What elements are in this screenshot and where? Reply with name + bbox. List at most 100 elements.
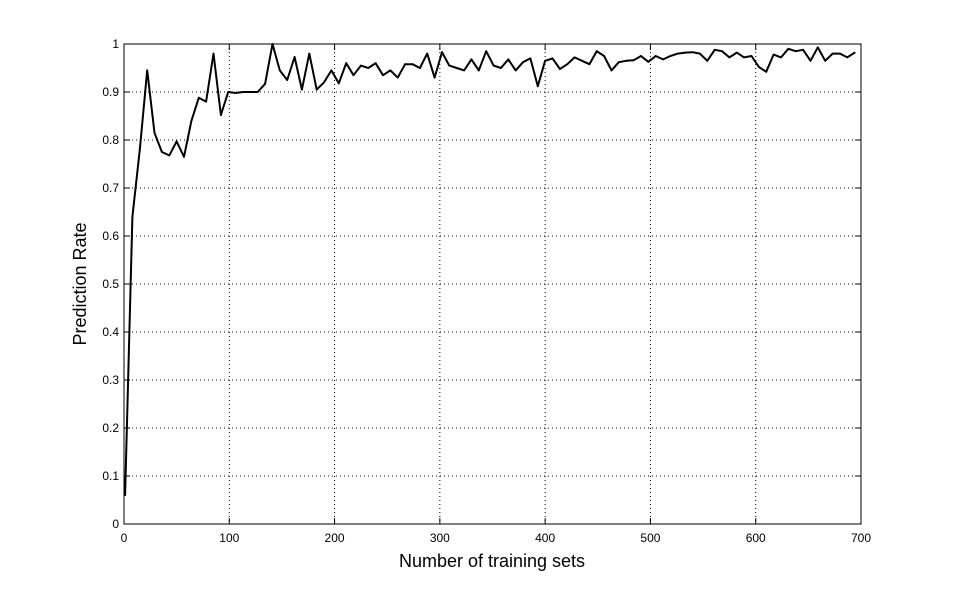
data-point bbox=[853, 51, 856, 54]
data-point bbox=[566, 63, 569, 66]
data-point bbox=[706, 59, 709, 62]
data-point bbox=[559, 68, 561, 70]
data-point bbox=[824, 59, 827, 62]
data-point bbox=[323, 81, 325, 84]
data-point bbox=[625, 59, 628, 62]
data-point bbox=[183, 155, 185, 158]
data-point bbox=[647, 60, 650, 63]
data-point bbox=[699, 52, 701, 55]
data-point bbox=[595, 50, 598, 53]
data-point bbox=[514, 69, 517, 72]
x-tick-label: 200 bbox=[325, 531, 345, 545]
data-point bbox=[352, 74, 355, 77]
data-point bbox=[345, 62, 348, 65]
data-point bbox=[691, 51, 694, 54]
data-point bbox=[227, 91, 230, 93]
data-point bbox=[249, 91, 252, 93]
data-point bbox=[831, 52, 834, 55]
y-tick-label: 0.4 bbox=[102, 325, 119, 339]
data-point bbox=[544, 59, 546, 62]
tick-labels: 0 100 200 300 400 500 600 700 0 0.1 0.2 0.3 0.4 0.5 0.… bbox=[102, 37, 871, 545]
data-point bbox=[293, 56, 296, 58]
data-point bbox=[396, 76, 399, 79]
data-point bbox=[500, 67, 502, 69]
data-point bbox=[337, 82, 340, 85]
data-point bbox=[632, 59, 635, 62]
data-point bbox=[234, 92, 237, 94]
data-point bbox=[455, 67, 458, 69]
y-tick-label: 0.3 bbox=[102, 373, 119, 387]
data-point bbox=[617, 61, 620, 64]
data-point bbox=[315, 88, 318, 91]
grid bbox=[124, 44, 861, 524]
data-point bbox=[765, 70, 768, 73]
data-point bbox=[138, 148, 141, 151]
data-point bbox=[301, 88, 303, 91]
y-tick-label: 0.1 bbox=[102, 469, 119, 483]
data-point bbox=[286, 79, 289, 81]
data-point bbox=[610, 69, 613, 72]
data-point bbox=[441, 51, 443, 54]
y-tick-label: 0 bbox=[112, 517, 119, 531]
ticks bbox=[123, 43, 862, 525]
data-point bbox=[809, 59, 812, 62]
data-point bbox=[175, 140, 178, 143]
data-point bbox=[802, 48, 804, 51]
data-point bbox=[220, 114, 222, 116]
data-point bbox=[404, 63, 406, 66]
data-point bbox=[382, 74, 384, 77]
series-layer bbox=[124, 43, 856, 497]
x-axis-label: Number of training sets bbox=[399, 551, 585, 571]
data-point bbox=[205, 100, 208, 103]
data-point bbox=[787, 47, 790, 50]
data-point bbox=[448, 64, 451, 67]
data-point bbox=[463, 69, 465, 72]
x-tick-label: 700 bbox=[851, 531, 871, 545]
data-point bbox=[242, 91, 244, 93]
data-point bbox=[389, 69, 392, 72]
x-tick-label: 100 bbox=[219, 531, 239, 545]
data-point bbox=[212, 52, 215, 55]
data-point bbox=[426, 52, 429, 55]
data-point bbox=[750, 55, 753, 57]
data-point bbox=[713, 48, 716, 51]
data-point bbox=[654, 55, 657, 57]
data-point bbox=[581, 59, 583, 62]
data-point bbox=[743, 56, 745, 59]
data-point bbox=[330, 69, 333, 72]
data-point bbox=[662, 58, 664, 61]
x-tick-label: 400 bbox=[535, 531, 555, 545]
x-tick-label: 500 bbox=[640, 531, 660, 545]
data-point bbox=[411, 63, 414, 66]
data-point bbox=[536, 85, 539, 88]
y-axis-label: Prediction Rate bbox=[70, 222, 90, 345]
y-tick-label: 1 bbox=[112, 37, 119, 51]
data-point bbox=[735, 51, 738, 54]
y-tick-label: 0.5 bbox=[102, 277, 119, 291]
data-point bbox=[728, 56, 731, 59]
data-point bbox=[573, 56, 576, 59]
data-point bbox=[780, 56, 782, 59]
data-point bbox=[264, 82, 266, 85]
data-point bbox=[190, 119, 193, 122]
data-point bbox=[433, 76, 436, 79]
x-tick-label: 600 bbox=[746, 531, 766, 545]
data-point bbox=[146, 69, 149, 72]
y-tick-label: 0.6 bbox=[102, 229, 119, 243]
x-tick-label: 300 bbox=[430, 531, 450, 545]
data-point bbox=[492, 64, 495, 67]
x-tick-label: 0 bbox=[121, 531, 128, 545]
data-point bbox=[839, 52, 841, 55]
data-point bbox=[470, 58, 473, 61]
data-point bbox=[551, 57, 554, 60]
data-point bbox=[772, 53, 775, 56]
data-point bbox=[588, 63, 591, 66]
data-point bbox=[522, 61, 524, 64]
series-line bbox=[124, 43, 856, 496]
data-point bbox=[721, 50, 723, 53]
data-point bbox=[367, 67, 370, 69]
y-tick-label: 0.7 bbox=[102, 181, 119, 195]
data-point bbox=[419, 67, 421, 69]
data-point bbox=[669, 55, 672, 57]
